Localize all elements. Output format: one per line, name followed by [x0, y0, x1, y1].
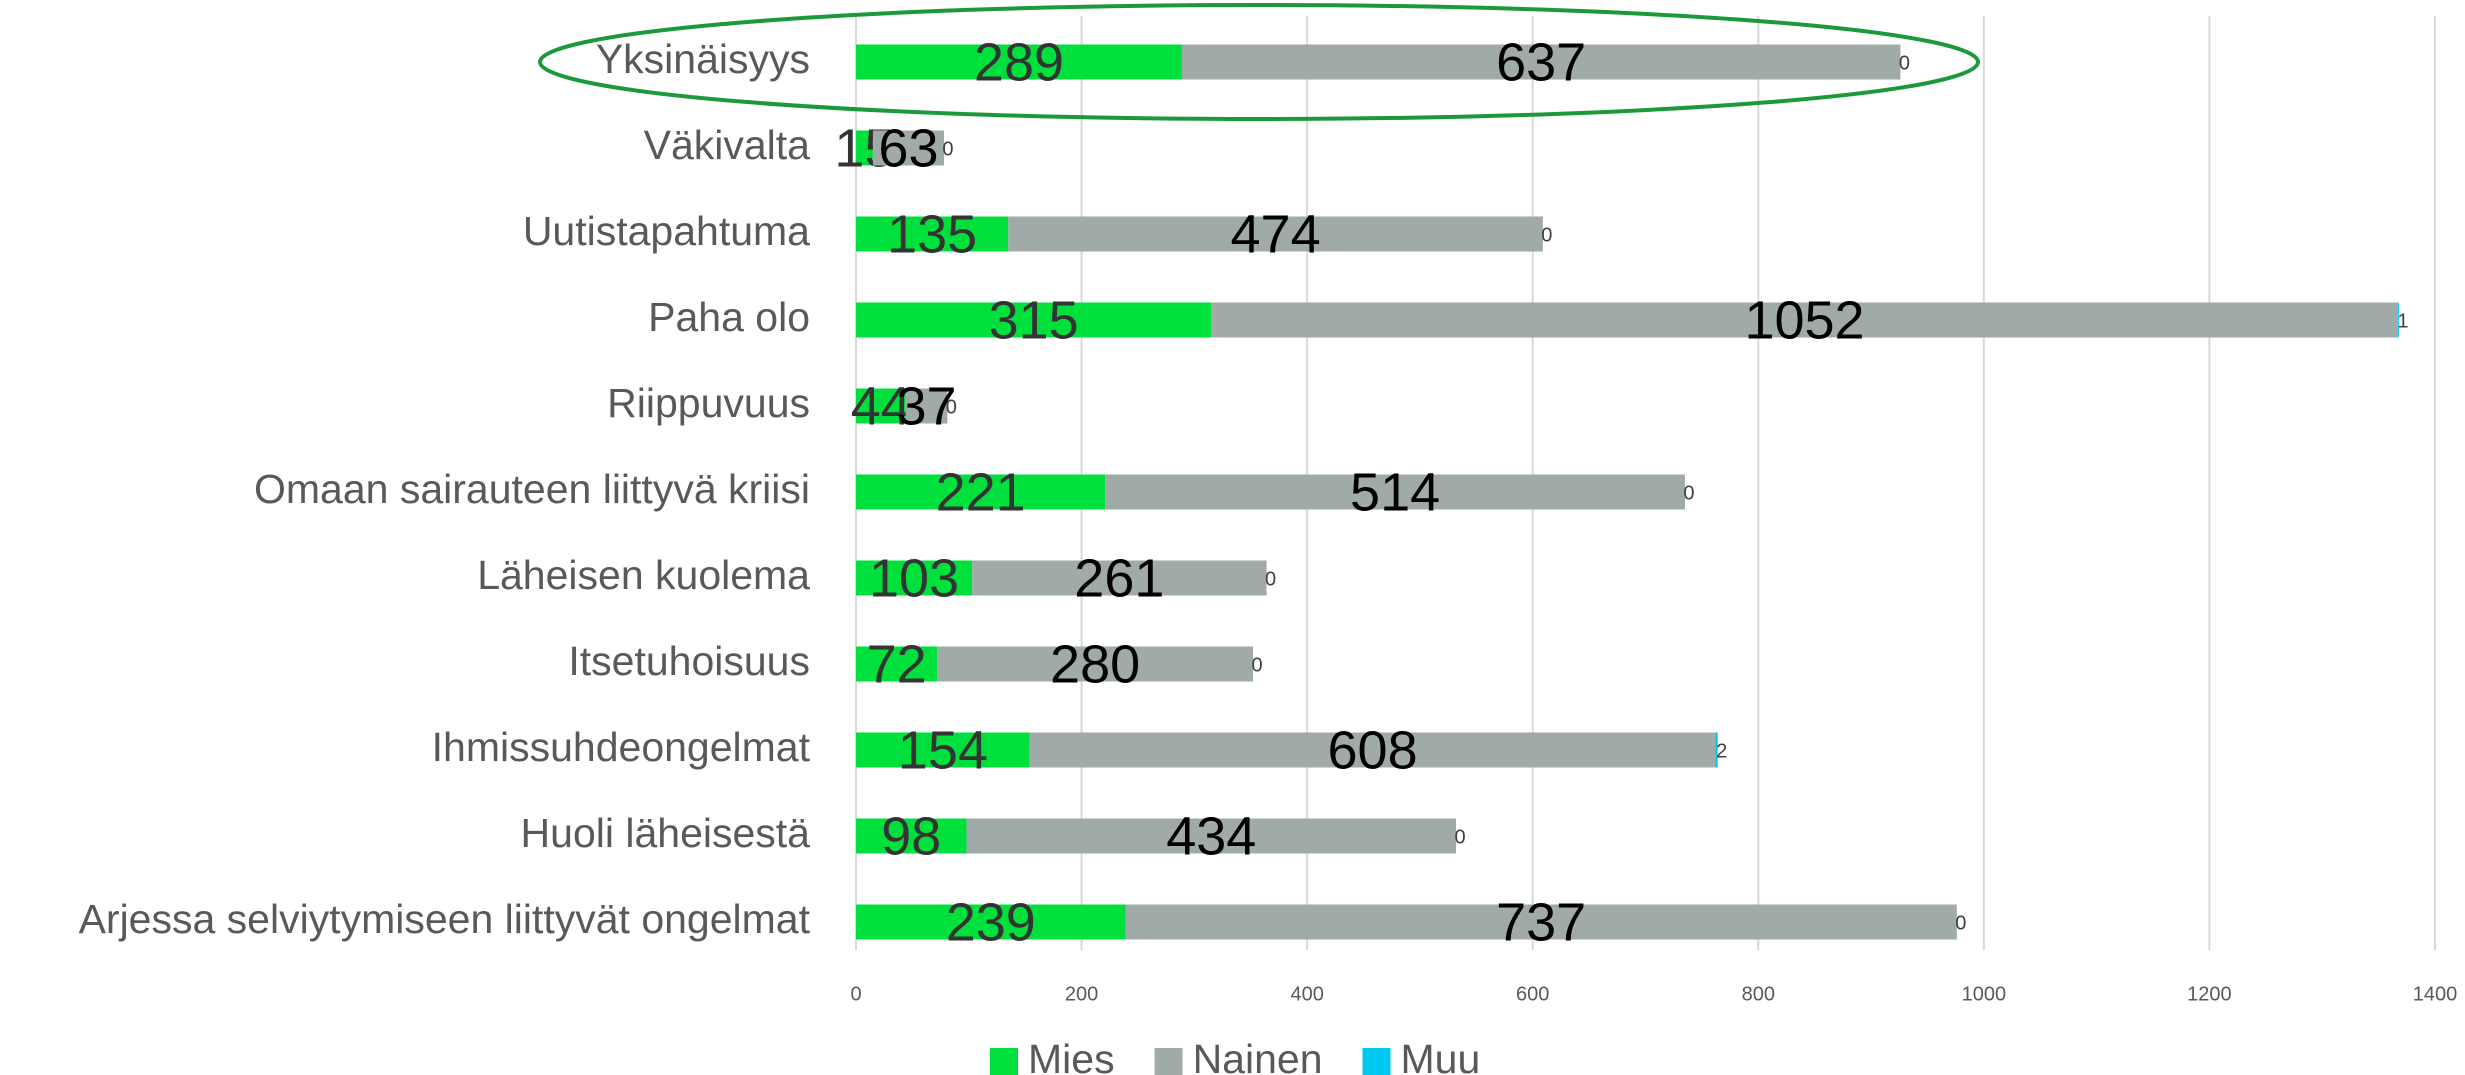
value-label: 221	[936, 462, 1026, 522]
bar-segment	[966, 818, 1457, 854]
x-tick-label: 1000	[1962, 983, 2007, 1005]
category-label: Huoli läheisestä	[521, 810, 811, 856]
value-label: 737	[1496, 892, 1586, 952]
value-label: 0	[1683, 482, 1694, 504]
bar-segment	[1211, 302, 2398, 338]
category-label: Omaan sairauteen liittyvä kriisi	[254, 466, 810, 512]
value-label: 637	[1496, 32, 1586, 92]
x-tick-label: 200	[1065, 983, 1098, 1005]
value-label: 0	[1251, 654, 1262, 676]
value-label: 98	[881, 806, 941, 866]
value-label: 0	[1454, 826, 1465, 848]
legend-label: Mies	[1028, 1036, 1115, 1075]
bar-segment	[2397, 302, 2399, 338]
value-label: 2	[1716, 740, 1727, 762]
value-label: 37	[896, 376, 956, 436]
bar-segment	[1181, 44, 1901, 80]
category-label: Itsetuhoisuus	[568, 638, 810, 684]
legend-swatch	[1362, 1048, 1391, 1075]
category-label: Ihmissuhdeongelmat	[432, 724, 811, 770]
bar-segment	[1105, 474, 1685, 510]
value-label: 0	[946, 396, 957, 418]
value-label: 135	[887, 204, 977, 264]
value-label: 434	[1166, 806, 1256, 866]
value-label: 474	[1231, 204, 1321, 264]
value-label: 63	[878, 118, 938, 178]
x-tick-label: 1200	[2187, 983, 2232, 1005]
bar-segment	[856, 904, 1126, 940]
category-label: Väkivalta	[644, 122, 811, 168]
value-label: 44	[851, 376, 911, 436]
bar-segment	[856, 302, 1212, 338]
value-label: 72	[867, 634, 927, 694]
x-tick-label: 0	[850, 983, 861, 1005]
value-label: 280	[1050, 634, 1140, 694]
value-label: 0	[1541, 224, 1552, 246]
value-label: 514	[1350, 462, 1440, 522]
bar-segment	[1715, 732, 1718, 768]
value-label: 608	[1328, 720, 1418, 780]
x-tick-label: 800	[1742, 983, 1775, 1005]
value-label: 154	[898, 720, 988, 780]
bar-segment	[1029, 732, 1716, 768]
x-tick-label: 400	[1290, 983, 1323, 1005]
bar-segment	[856, 646, 938, 682]
value-label: 103	[869, 548, 959, 608]
value-label: 261	[1074, 548, 1164, 608]
value-label: 0	[1955, 912, 1966, 934]
legend-swatch	[1154, 1048, 1183, 1075]
value-label: 0	[942, 138, 953, 160]
bar-segment	[856, 560, 973, 596]
bar-segment	[1125, 904, 1957, 940]
bar-segment	[856, 818, 967, 854]
bar-segment	[856, 474, 1106, 510]
bar-segment	[856, 130, 873, 166]
category-label: Yksinäisyys	[596, 36, 810, 82]
bar-segment	[1008, 216, 1543, 252]
legend-label: Nainen	[1193, 1036, 1323, 1075]
value-label: 315	[989, 290, 1079, 350]
bar-segment	[937, 646, 1254, 682]
value-label: 1	[2397, 310, 2408, 332]
category-label: Läheisen kuolema	[477, 552, 810, 598]
legend-label: Muu	[1401, 1036, 1481, 1075]
x-tick-label: 1400	[2413, 983, 2458, 1005]
category-label: Paha olo	[648, 294, 810, 340]
highlight-ellipse	[538, 3, 1980, 121]
bar-segment	[856, 732, 1030, 768]
value-label: 239	[946, 892, 1036, 952]
bar-segment	[905, 388, 948, 424]
value-label: 0	[1899, 52, 1910, 74]
x-tick-label: 600	[1516, 983, 1549, 1005]
bar-segment	[856, 388, 906, 424]
category-label: Riippuvuus	[607, 380, 810, 426]
bar-segment	[972, 560, 1267, 596]
value-label: 289	[974, 32, 1064, 92]
legend-swatch	[990, 1048, 1018, 1075]
bar-segment	[856, 216, 1009, 252]
value-label: 1052	[1744, 290, 1864, 350]
value-label: 0	[1265, 568, 1276, 590]
category-label: Uutistapahtuma	[523, 208, 810, 254]
bar-segment	[856, 44, 1182, 80]
category-label: Arjessa selviytymiseen liittyvät ongelma…	[79, 896, 811, 942]
bar-segment	[872, 130, 944, 166]
